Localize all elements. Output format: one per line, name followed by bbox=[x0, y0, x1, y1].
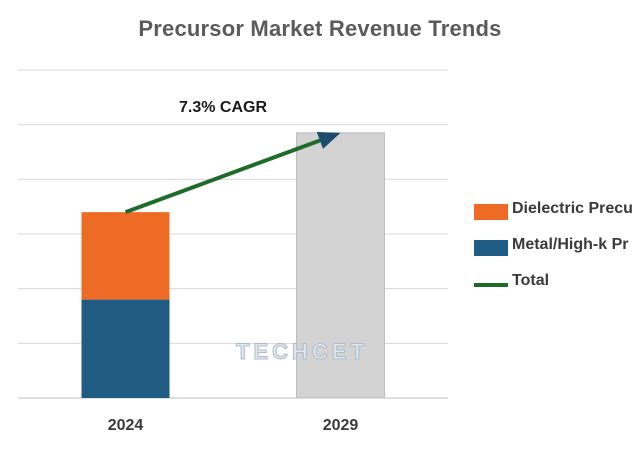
legend-label-total: Total bbox=[512, 272, 550, 289]
cagr-trend-line bbox=[124, 138, 321, 215]
legend-label-metal-high-k: Metal/High-k Pr bbox=[512, 236, 629, 253]
bar-total-2029 bbox=[296, 132, 385, 399]
legend-item-metal-high-k: Metal/High-k Pr bbox=[474, 232, 640, 268]
x-tick-label: 2029 bbox=[323, 417, 359, 434]
bar-metal-high-k-2024 bbox=[81, 299, 170, 398]
legend-item-total: Total bbox=[474, 268, 640, 304]
chart-legend: Dielectric Precu Metal/High-k Pr Total bbox=[474, 196, 640, 304]
cagr-arrow-head-icon bbox=[316, 132, 341, 149]
legend-swatch-metal-high-k bbox=[474, 240, 508, 256]
bar-dielectric-2024 bbox=[81, 212, 170, 300]
x-tick-label: 2024 bbox=[108, 417, 144, 434]
legend-label-dielectric: Dielectric Precu bbox=[512, 200, 633, 217]
legend-swatch-dielectric bbox=[474, 204, 508, 220]
chart-title: Precursor Market Revenue Trends bbox=[138, 16, 502, 41]
legend-item-dielectric: Dielectric Precu bbox=[474, 196, 640, 232]
techcet-watermark-logo: TECHCET bbox=[236, 339, 368, 365]
cagr-label: 7.3% CAGR bbox=[179, 99, 267, 116]
legend-line-total bbox=[474, 283, 508, 287]
